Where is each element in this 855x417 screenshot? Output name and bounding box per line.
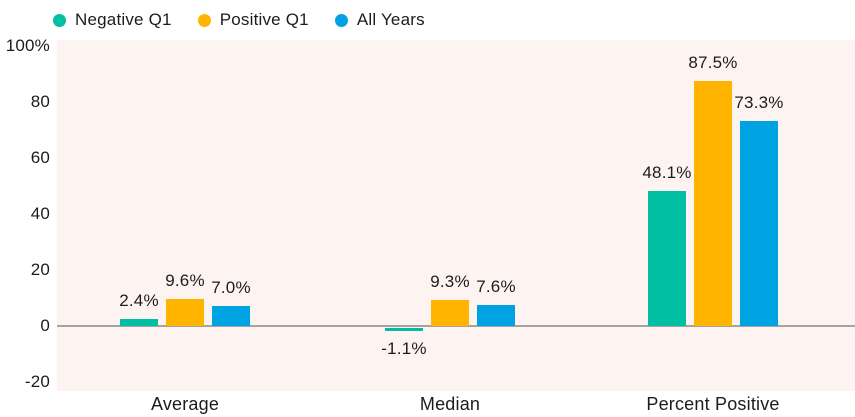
x-category-label-percent-positive: Percent Positive: [646, 394, 780, 414]
legend-item-all-years: All Years: [334, 10, 425, 30]
bar-value-label-positive-q1-median: 9.3%: [430, 271, 470, 291]
bar-positive-q1-percent-positive: [694, 81, 732, 326]
bar-positive-q1-median: [431, 299, 469, 326]
plot-area: 2.4% 9.6% 7.0% -1.1% 9.3% 7.6% 48.1% 87.5% 73.3%: [57, 40, 855, 391]
bar-all-years-average: [212, 306, 250, 326]
bar-all-years-median: [477, 304, 515, 326]
y-tick-label-80: 80: [30, 92, 50, 111]
bar-negative-q1-median: [385, 328, 423, 332]
y-tick-label-100-: 100%: [5, 36, 50, 55]
legend-label-positive-q1: Positive Q1: [219, 10, 309, 29]
legend: Negative Q1 Positive Q1 All Years: [53, 10, 425, 30]
bar-positive-q1-average: [166, 299, 204, 326]
y-tick-label-60: 60: [30, 148, 50, 167]
bar-value-label-negative-q1-average: 2.4%: [119, 291, 159, 311]
bar-value-label-negative-q1-median: -1.1%: [381, 339, 427, 359]
bar-value-label-all-years-percent-positive: 73.3%: [734, 92, 784, 112]
bar-value-label-positive-q1-average: 9.6%: [165, 271, 205, 291]
legend-dot-positive-q1-icon: [197, 13, 211, 27]
bar-value-label-positive-q1-percent-positive: 87.5%: [688, 53, 738, 72]
y-tick-label-20: 20: [30, 260, 50, 279]
legend-item-positive-q1: Positive Q1: [197, 10, 309, 30]
legend-label-negative-q1: Negative Q1: [75, 10, 172, 29]
bar-negative-q1-average: [120, 319, 158, 326]
x-category-label-median: Median: [419, 394, 481, 414]
y-tick-label-40: 40: [30, 204, 50, 223]
y-tick-label--20: -20: [24, 372, 50, 391]
bar-negative-q1-percent-positive: [648, 191, 686, 326]
legend-dot-all-years-icon: [334, 13, 348, 27]
zero-axis-line: [57, 325, 855, 327]
y-tick-label-0: 0: [40, 316, 50, 335]
bar-all-years-percent-positive: [740, 120, 778, 326]
bar-value-label-all-years-average: 7.0%: [211, 278, 251, 298]
bar-value-label-all-years-median: 7.6%: [476, 276, 516, 296]
x-category-label-average: Average: [150, 394, 220, 414]
bar-value-label-negative-q1-percent-positive: 48.1%: [642, 163, 692, 183]
legend-label-all-years: All Years: [356, 10, 425, 29]
legend-dot-negative-q1-icon: [53, 13, 66, 27]
legend-item-negative-q1: Negative Q1: [53, 10, 172, 30]
